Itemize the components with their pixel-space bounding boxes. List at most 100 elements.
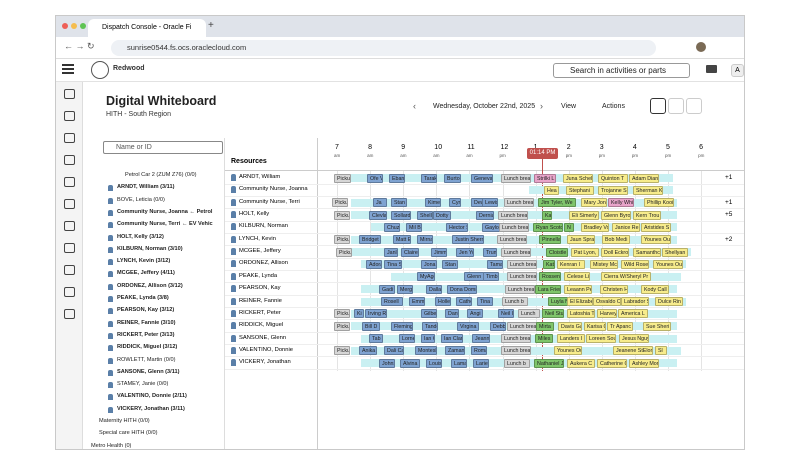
- resource-name[interactable]: Community Nurse, Terri: [239, 198, 300, 205]
- nav-icon[interactable]: [64, 199, 75, 209]
- activity[interactable]: Dante: [445, 309, 459, 319]
- next-day[interactable]: ›: [540, 101, 543, 111]
- activity[interactable]: Loreen Sou: [586, 334, 616, 344]
- activity[interactable]: Christen H: [600, 284, 628, 294]
- activity[interactable]: Lama: [451, 358, 467, 368]
- activity[interactable]: Juna Schel: [563, 173, 593, 183]
- resource-name[interactable]: RICKERT, Peter: [239, 309, 281, 316]
- activity[interactable]: Osvaldo O: [593, 297, 621, 306]
- activity[interactable]: Lunch brea: [501, 247, 531, 257]
- tree-item[interactable]: REINER, Fannie (3/10): [117, 319, 176, 326]
- activity[interactable]: Hector S: [446, 222, 468, 232]
- resource-name[interactable]: REINER, Fannie: [239, 297, 282, 304]
- activity[interactable]: Lunch brea: [501, 346, 531, 356]
- activity[interactable]: Quinton T: [598, 173, 628, 183]
- activity[interactable]: Sherman K: [633, 185, 663, 195]
- activity[interactable]: Lunch brea: [507, 272, 537, 282]
- activity[interactable]: Lunch brea: [504, 198, 534, 208]
- list-view[interactable]: [668, 98, 684, 114]
- tree-item[interactable]: ORDONEZ, Allison (3/12): [117, 282, 183, 289]
- activity[interactable]: Aukera C: [567, 358, 595, 368]
- activity[interactable]: Pickup: [334, 346, 350, 356]
- nav-icon[interactable]: [64, 133, 75, 143]
- max-dot[interactable]: [80, 23, 86, 29]
- activity[interactable]: Larie: [473, 358, 489, 368]
- activity[interactable]: Bill D: [362, 321, 380, 331]
- activity[interactable]: Roma: [471, 346, 487, 356]
- prev-day[interactable]: ‹: [413, 101, 416, 111]
- activity[interactable]: Jimm: [431, 247, 447, 257]
- resource-name[interactable]: ORDONEZ, Allison: [239, 260, 288, 267]
- activity[interactable]: Shelli: [417, 210, 433, 220]
- activity[interactable]: Ofe V: [367, 173, 383, 183]
- activity[interactable]: Sollard F: [391, 210, 411, 220]
- activity[interactable]: Tina S: [384, 259, 402, 269]
- activity[interactable]: Aristides S: [641, 222, 671, 232]
- activity[interactable]: Lorne: [399, 334, 415, 344]
- view-menu[interactable]: View: [561, 103, 577, 110]
- activity[interactable]: Dona Domnio: [447, 284, 477, 294]
- activity[interactable]: Burton: [444, 173, 461, 183]
- activity[interactable]: Glenn Dia: [464, 272, 484, 282]
- resource-name[interactable]: Community Nurse, Joanna: [239, 186, 308, 193]
- activity[interactable]: Lara Friend: [535, 284, 561, 294]
- tree-item[interactable]: Petrol Car 2 (ZUM Z76) (0/0): [125, 172, 197, 178]
- activity[interactable]: Alvina M: [400, 358, 420, 368]
- activity[interactable]: Latoshia T: [567, 309, 595, 319]
- tree-item[interactable]: ROWLETT, Martin (0/0): [117, 356, 176, 363]
- activity[interactable]: Dotty N: [433, 210, 451, 220]
- activity[interactable]: Davis Ganc: [558, 321, 582, 331]
- activity[interactable]: Ka: [542, 210, 552, 220]
- activity[interactable]: N: [564, 222, 574, 232]
- activity[interactable]: Janice Re: [612, 222, 640, 232]
- tree-item[interactable]: ARNDT, William (3/11): [117, 184, 175, 191]
- activity[interactable]: Bradley Vo: [581, 222, 609, 232]
- more-count[interactable]: +2: [725, 235, 733, 243]
- activity[interactable]: Chuzz: [384, 222, 400, 232]
- activity[interactable]: Matt E: [393, 235, 411, 245]
- activity[interactable]: Tando: [422, 321, 438, 331]
- nav-icon[interactable]: [64, 265, 75, 275]
- actions-menu[interactable]: Actions: [602, 103, 625, 110]
- activity[interactable]: Rossent: [539, 272, 561, 282]
- activity[interactable]: Jeanene StElon: [613, 346, 653, 356]
- url-field[interactable]: sunrise0544.fs.ocs.oraclecloud.com: [111, 40, 656, 56]
- activity[interactable]: Mary Jone: [581, 198, 607, 208]
- activity[interactable]: Emmi: [409, 297, 425, 306]
- activity[interactable]: Debbi: [490, 321, 506, 331]
- activity[interactable]: Lunch brea: [499, 222, 529, 232]
- more-count[interactable]: +1: [725, 174, 733, 181]
- activity[interactable]: Bob Medi: [602, 235, 630, 245]
- activity[interactable]: Rosell: [381, 297, 403, 306]
- activity[interactable]: Miles: [535, 334, 553, 344]
- activity[interactable]: Ashley Mor: [629, 358, 659, 368]
- activity[interactable]: Younes Ou: [653, 259, 683, 269]
- resource-name[interactable]: LYNCH, Kevin: [239, 235, 276, 242]
- activity[interactable]: Johns: [379, 358, 395, 368]
- tree-item[interactable]: KILBURN, Norman (3/10): [117, 245, 183, 252]
- tree-item[interactable]: Special care HITH (0/0): [99, 430, 158, 437]
- activity[interactable]: Tina J: [477, 297, 493, 306]
- activity[interactable]: Tr Apanc: [607, 321, 633, 331]
- resource-name[interactable]: VALENTINO, Donnie: [239, 346, 294, 353]
- activity[interactable]: Kelly Whit: [608, 198, 634, 208]
- activity[interactable]: Samanthc: [633, 247, 661, 257]
- time-view[interactable]: [650, 98, 666, 114]
- activity[interactable]: Tama: [487, 259, 503, 269]
- activity[interactable]: Labrador Sr: [621, 297, 649, 306]
- activity[interactable]: Kody Call: [641, 284, 669, 294]
- activity[interactable]: Dernia: [476, 210, 494, 220]
- tree-item[interactable]: PEARSON, Kay (3/12): [117, 307, 175, 314]
- activity[interactable]: Montesb: [415, 346, 437, 356]
- nav-icon[interactable]: [64, 221, 75, 231]
- activity[interactable]: Claire F: [401, 247, 419, 257]
- activity[interactable]: Harvey Al: [597, 309, 617, 319]
- activity[interactable]: Dulce Rin: [655, 297, 683, 306]
- tree-item[interactable]: LYNCH, Kevin (3/12): [117, 258, 171, 265]
- activity[interactable]: Jeanne: [472, 334, 490, 344]
- activity[interactable]: Pickup: [334, 210, 350, 220]
- activity[interactable]: Fleming: [391, 321, 413, 331]
- tree-item[interactable]: STAMEY, Janie (0/0): [117, 381, 169, 388]
- activity[interactable]: Clevla: [369, 210, 387, 220]
- activity[interactable]: Ian C: [421, 334, 435, 344]
